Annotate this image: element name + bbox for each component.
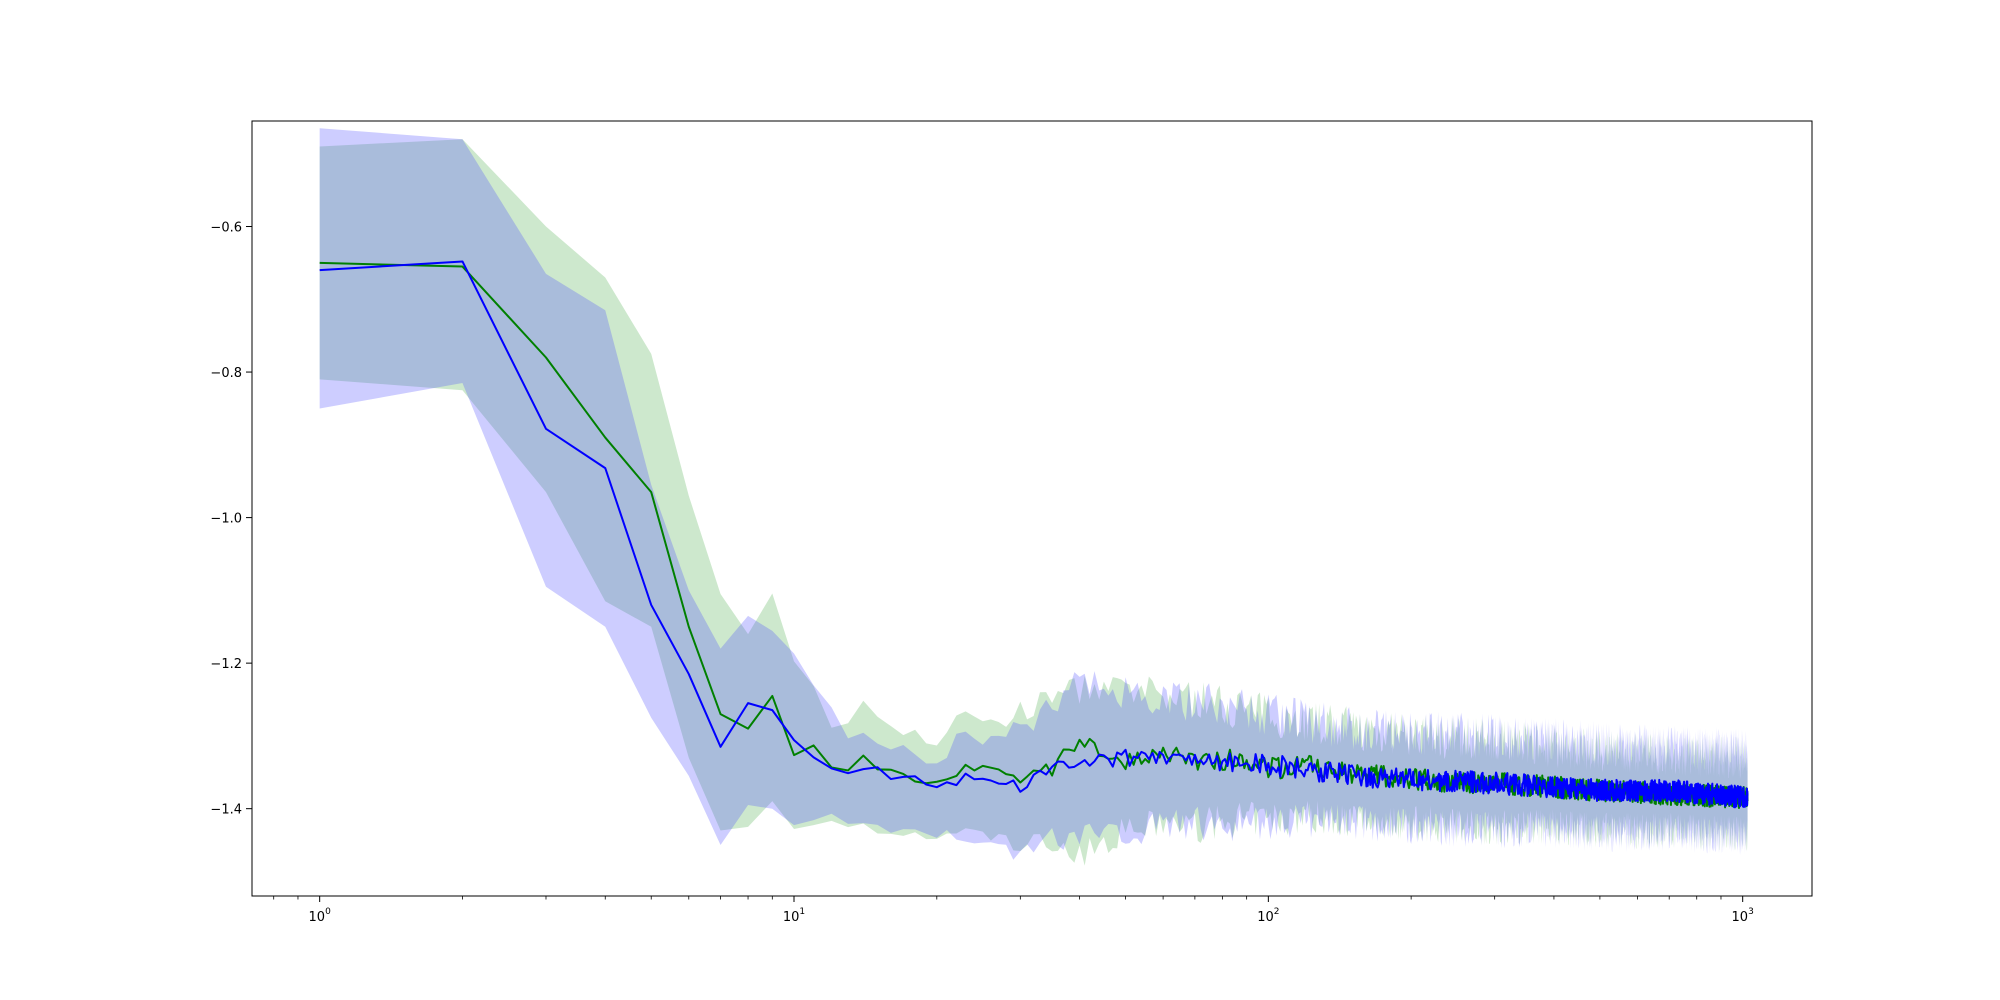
- x-tick-label: 102: [1257, 907, 1279, 925]
- plot-area: [319, 128, 1749, 866]
- axes-frame: [251, 120, 1813, 897]
- x-axis: 100 101 102 103: [273, 896, 1754, 925]
- y-tick-label: −1.0: [210, 512, 242, 527]
- y-tick-label: −1.2: [210, 657, 242, 672]
- series-2-band: [319, 128, 1748, 860]
- series-1-band: [319, 139, 1748, 866]
- y-tick-label: −0.8: [210, 366, 242, 381]
- y-tick-label: −0.6: [210, 221, 242, 236]
- y-tick-label: −1.4: [210, 803, 242, 818]
- x-tick-label: 100: [309, 907, 332, 925]
- x-tick-label: 103: [1732, 907, 1754, 925]
- x-tick-label: 101: [783, 907, 805, 925]
- y-axis: −0.6 −0.8 −1.0 −1.2 −1.4: [210, 221, 252, 818]
- series-2-line: [319, 260, 1749, 809]
